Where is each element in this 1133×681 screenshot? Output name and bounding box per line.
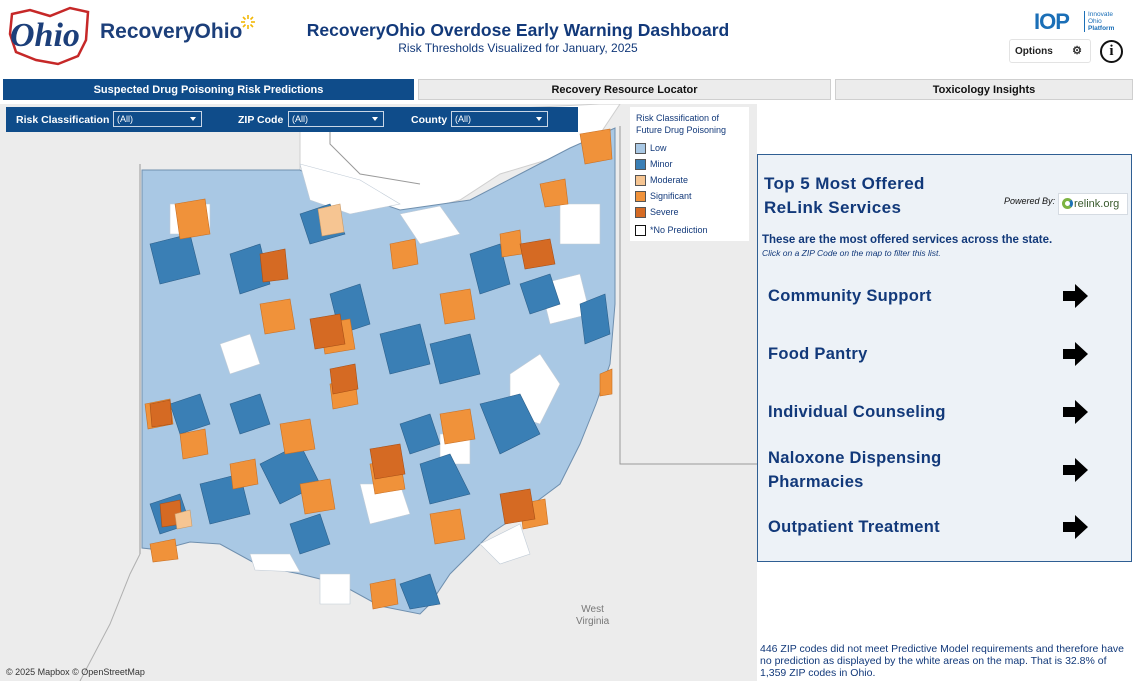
page-subtitle: Risk Thresholds Visualized for January, … <box>398 41 638 55</box>
service-label: Food Pantry <box>768 345 868 363</box>
relink-logo-icon <box>1062 198 1073 209</box>
ohio-logo-text: Ohio <box>10 17 80 54</box>
map-attribution: © 2025 Mapbox © OpenStreetMap <box>6 667 145 677</box>
iop-tagline-line2: Ohio <box>1088 18 1102 25</box>
arrow-right-icon[interactable] <box>1061 399 1089 425</box>
legend-title-line1: Risk Classification of <box>636 113 720 123</box>
sun-icon <box>241 15 256 29</box>
relink-services-panel: Top 5 Most Offered ReLink Services Power… <box>757 154 1132 562</box>
panel-title-line2: ReLink Services <box>764 198 902 217</box>
risk-classification-filter-label: Risk Classification <box>16 114 110 126</box>
tab-recovery-resource-locator[interactable]: Recovery Resource Locator <box>418 79 831 100</box>
legend-label-moderate: Moderate <box>650 175 689 185</box>
legend-swatch-significant <box>635 191 646 202</box>
legend-swatch-severe <box>635 207 646 218</box>
legend-label-low: Low <box>650 143 667 153</box>
legend-swatch-low <box>635 143 646 154</box>
iop-logo: IOP Innovate Ohio Platform <box>1034 9 1126 35</box>
relink-logo[interactable]: relink.org <box>1058 193 1128 215</box>
map-region-label-line2: Virginia <box>576 616 610 627</box>
panel-title-line1: Top 5 Most Offered <box>764 174 925 193</box>
legend-swatch-minor <box>635 159 646 170</box>
legend-swatch-no-prediction <box>635 225 646 236</box>
legend-title: Risk Classification of Future Drug Poiso… <box>636 112 726 136</box>
legend-label-severe: Severe <box>650 207 679 217</box>
iop-logo-tagline: Innovate Ohio Platform <box>1084 11 1114 32</box>
tab-risk-predictions[interactable]: Suspected Drug Poisoning Risk Prediction… <box>3 79 414 100</box>
county-filter-label: County <box>411 114 448 126</box>
zip-code-dropdown[interactable]: (All) <box>288 111 384 127</box>
service-item-outpatient-treatment[interactable]: Outpatient Treatment <box>768 515 940 539</box>
chevron-down-icon <box>536 117 542 121</box>
recoveryohio-logo: RecoveryOhio <box>100 15 256 44</box>
arrow-right-icon[interactable] <box>1061 283 1089 309</box>
powered-by-label: Powered By: <box>1004 196 1056 206</box>
legend-label-significant: Significant <box>650 191 692 201</box>
legend-title-line2: Future Drug Poisoning <box>636 125 727 135</box>
iop-logo-text: IOP <box>1034 9 1070 34</box>
arrow-right-icon[interactable] <box>1061 341 1089 367</box>
gear-icon: ⚙ <box>1072 45 1082 57</box>
chevron-down-icon <box>190 117 196 121</box>
risk-classification-dropdown[interactable]: (All) <box>113 111 202 127</box>
relink-logo-text: relink.org <box>1074 198 1120 210</box>
service-label-line2: Pharmacies <box>768 473 864 491</box>
risk-classification-dropdown-value: (All) <box>117 114 133 124</box>
risk-map[interactable]: West Virginia © 2025 Mapbox © OpenStreet… <box>0 104 757 681</box>
header: Ohio RecoveryOhio RecoveryOhio Overdose … <box>0 0 1133 76</box>
service-item-community-support[interactable]: Community Support <box>768 284 932 308</box>
service-item-individual-counseling[interactable]: Individual Counseling <box>768 400 946 424</box>
service-label: Community Support <box>768 287 932 305</box>
service-label-line1: Naloxone Dispensing <box>768 449 942 467</box>
service-item-food-pantry[interactable]: Food Pantry <box>768 342 868 366</box>
arrow-right-icon[interactable] <box>1061 457 1089 483</box>
options-button-label: Options <box>1015 45 1053 57</box>
service-label: Individual Counseling <box>768 403 946 421</box>
recoveryohio-logo-text: RecoveryOhio <box>100 20 243 43</box>
options-button[interactable]: Options ⚙ <box>1009 39 1091 63</box>
chevron-down-icon <box>372 117 378 121</box>
arrow-right-icon[interactable] <box>1061 514 1089 540</box>
service-label: Outpatient Treatment <box>768 518 940 536</box>
zip-code-filter-label: ZIP Code <box>238 114 284 126</box>
county-dropdown-value: (All) <box>455 114 471 124</box>
info-button[interactable]: i <box>1100 40 1123 63</box>
info-icon: i <box>1109 43 1114 59</box>
service-item-naloxone-dispensing-pharmacies[interactable]: Naloxone Dispensing Pharmacies <box>768 446 941 494</box>
county-dropdown[interactable]: (All) <box>451 111 548 127</box>
ohio-state-logo: Ohio <box>8 6 90 66</box>
legend-label-minor: Minor <box>650 159 673 169</box>
panel-title: Top 5 Most Offered ReLink Services <box>764 172 925 220</box>
tab-bar: Suspected Drug Poisoning Risk Prediction… <box>0 77 1133 101</box>
legend-label-no-prediction: *No Prediction <box>650 225 708 235</box>
panel-instruction: Click on a ZIP Code on the map to filter… <box>762 248 941 258</box>
map-region-label-line1: West <box>581 604 604 615</box>
legend-swatch-moderate <box>635 175 646 186</box>
zip-code-dropdown-value: (All) <box>292 114 308 124</box>
iop-tagline-line3: Platform <box>1088 25 1115 32</box>
no-prediction-footnote: 446 ZIP codes did not meet Predictive Mo… <box>760 643 1125 679</box>
page-title: RecoveryOhio Overdose Early Warning Dash… <box>306 20 730 40</box>
filter-bar: Risk Classification (All) ZIP Code (All)… <box>6 107 578 132</box>
map-canvas[interactable] <box>0 104 757 681</box>
map-region-label: West Virginia <box>576 604 609 628</box>
iop-tagline-line1: Innovate <box>1088 11 1113 18</box>
tab-toxicology-insights[interactable]: Toxicology Insights <box>835 79 1133 100</box>
map-legend: Risk Classification of Future Drug Poiso… <box>630 107 749 241</box>
panel-description: These are the most offered services acro… <box>762 234 1053 246</box>
